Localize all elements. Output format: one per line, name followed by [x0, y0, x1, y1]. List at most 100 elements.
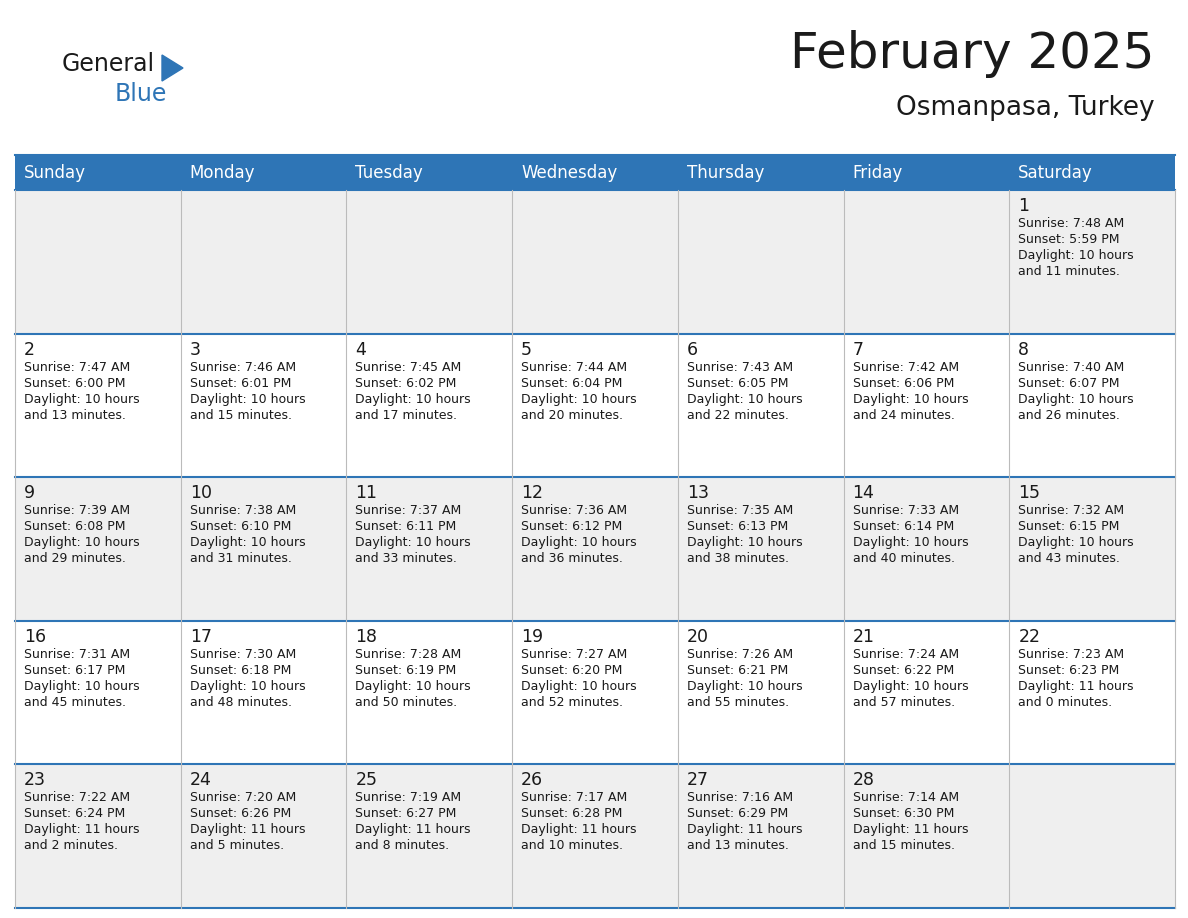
Text: and 0 minutes.: and 0 minutes.: [1018, 696, 1112, 709]
Text: Sunrise: 7:40 AM: Sunrise: 7:40 AM: [1018, 361, 1125, 374]
Bar: [1010, 621, 1175, 765]
Text: 7: 7: [853, 341, 864, 359]
Text: Daylight: 10 hours: Daylight: 10 hours: [355, 536, 472, 549]
Bar: [181, 765, 347, 908]
Text: and 13 minutes.: and 13 minutes.: [24, 409, 126, 421]
Polygon shape: [162, 55, 183, 81]
Bar: [843, 155, 1010, 190]
Text: Wednesday: Wednesday: [522, 163, 618, 182]
Bar: [512, 190, 678, 333]
Text: Sunset: 6:02 PM: Sunset: 6:02 PM: [355, 376, 457, 389]
Text: Daylight: 10 hours: Daylight: 10 hours: [190, 393, 305, 406]
Bar: [512, 621, 678, 765]
Bar: [512, 155, 678, 190]
Text: and 31 minutes.: and 31 minutes.: [190, 553, 291, 565]
Bar: [1010, 477, 1175, 621]
Bar: [1010, 333, 1175, 477]
Bar: [512, 765, 678, 908]
Text: Daylight: 10 hours: Daylight: 10 hours: [355, 680, 472, 693]
Text: Sunrise: 7:35 AM: Sunrise: 7:35 AM: [687, 504, 794, 517]
Bar: [347, 477, 512, 621]
Text: Sunset: 6:14 PM: Sunset: 6:14 PM: [853, 521, 954, 533]
Bar: [1010, 155, 1175, 190]
Text: Sunset: 6:15 PM: Sunset: 6:15 PM: [1018, 521, 1119, 533]
Bar: [678, 477, 843, 621]
Bar: [347, 765, 512, 908]
Text: 1: 1: [1018, 197, 1029, 215]
Text: 11: 11: [355, 484, 378, 502]
Bar: [512, 477, 678, 621]
Text: and 26 minutes.: and 26 minutes.: [1018, 409, 1120, 421]
Bar: [347, 333, 512, 477]
Text: 25: 25: [355, 771, 378, 789]
Text: Daylight: 10 hours: Daylight: 10 hours: [522, 536, 637, 549]
Text: Sunrise: 7:43 AM: Sunrise: 7:43 AM: [687, 361, 792, 374]
Text: 13: 13: [687, 484, 709, 502]
Text: and 48 minutes.: and 48 minutes.: [190, 696, 292, 709]
Bar: [678, 190, 843, 333]
Text: and 20 minutes.: and 20 minutes.: [522, 409, 624, 421]
Text: Sunset: 6:13 PM: Sunset: 6:13 PM: [687, 521, 788, 533]
Bar: [843, 477, 1010, 621]
Text: and 45 minutes.: and 45 minutes.: [24, 696, 126, 709]
Text: Daylight: 10 hours: Daylight: 10 hours: [24, 536, 140, 549]
Text: 15: 15: [1018, 484, 1041, 502]
Bar: [15, 190, 181, 333]
Text: Daylight: 11 hours: Daylight: 11 hours: [1018, 680, 1133, 693]
Text: 16: 16: [24, 628, 46, 645]
Text: Daylight: 10 hours: Daylight: 10 hours: [190, 680, 305, 693]
Text: Blue: Blue: [115, 82, 168, 106]
Text: Daylight: 10 hours: Daylight: 10 hours: [853, 393, 968, 406]
Text: and 57 minutes.: and 57 minutes.: [853, 696, 955, 709]
Text: Sunrise: 7:32 AM: Sunrise: 7:32 AM: [1018, 504, 1124, 517]
Bar: [1010, 190, 1175, 333]
Text: Daylight: 10 hours: Daylight: 10 hours: [853, 536, 968, 549]
Bar: [1010, 765, 1175, 908]
Text: Sunset: 6:22 PM: Sunset: 6:22 PM: [853, 664, 954, 677]
Text: Sunday: Sunday: [24, 163, 86, 182]
Text: Sunrise: 7:42 AM: Sunrise: 7:42 AM: [853, 361, 959, 374]
Text: 3: 3: [190, 341, 201, 359]
Text: Sunset: 6:08 PM: Sunset: 6:08 PM: [24, 521, 126, 533]
Text: 5: 5: [522, 341, 532, 359]
Text: Monday: Monday: [190, 163, 255, 182]
Text: 14: 14: [853, 484, 874, 502]
Text: Saturday: Saturday: [1018, 163, 1093, 182]
Text: Daylight: 11 hours: Daylight: 11 hours: [853, 823, 968, 836]
Bar: [843, 333, 1010, 477]
Text: and 43 minutes.: and 43 minutes.: [1018, 553, 1120, 565]
Text: Sunset: 6:05 PM: Sunset: 6:05 PM: [687, 376, 789, 389]
Text: Sunrise: 7:36 AM: Sunrise: 7:36 AM: [522, 504, 627, 517]
Text: Sunrise: 7:38 AM: Sunrise: 7:38 AM: [190, 504, 296, 517]
Text: and 50 minutes.: and 50 minutes.: [355, 696, 457, 709]
Text: Sunset: 6:12 PM: Sunset: 6:12 PM: [522, 521, 623, 533]
Text: Daylight: 10 hours: Daylight: 10 hours: [687, 393, 802, 406]
Bar: [15, 333, 181, 477]
Text: Osmanpasa, Turkey: Osmanpasa, Turkey: [897, 95, 1155, 121]
Text: 17: 17: [190, 628, 211, 645]
Text: 4: 4: [355, 341, 366, 359]
Text: Sunset: 6:07 PM: Sunset: 6:07 PM: [1018, 376, 1120, 389]
Text: and 2 minutes.: and 2 minutes.: [24, 839, 118, 853]
Text: Friday: Friday: [853, 163, 903, 182]
Text: Sunrise: 7:26 AM: Sunrise: 7:26 AM: [687, 648, 792, 661]
Bar: [15, 621, 181, 765]
Text: 6: 6: [687, 341, 699, 359]
Text: Sunset: 5:59 PM: Sunset: 5:59 PM: [1018, 233, 1120, 246]
Text: Daylight: 11 hours: Daylight: 11 hours: [355, 823, 470, 836]
Text: Sunrise: 7:47 AM: Sunrise: 7:47 AM: [24, 361, 131, 374]
Text: Tuesday: Tuesday: [355, 163, 423, 182]
Text: Daylight: 10 hours: Daylight: 10 hours: [853, 680, 968, 693]
Bar: [843, 621, 1010, 765]
Text: 23: 23: [24, 771, 46, 789]
Bar: [15, 477, 181, 621]
Text: Sunrise: 7:17 AM: Sunrise: 7:17 AM: [522, 791, 627, 804]
Bar: [843, 190, 1010, 333]
Text: 18: 18: [355, 628, 378, 645]
Text: Daylight: 10 hours: Daylight: 10 hours: [1018, 249, 1133, 262]
Text: and 11 minutes.: and 11 minutes.: [1018, 265, 1120, 278]
Text: Sunset: 6:20 PM: Sunset: 6:20 PM: [522, 664, 623, 677]
Text: and 5 minutes.: and 5 minutes.: [190, 839, 284, 853]
Text: Sunrise: 7:28 AM: Sunrise: 7:28 AM: [355, 648, 462, 661]
Text: 21: 21: [853, 628, 874, 645]
